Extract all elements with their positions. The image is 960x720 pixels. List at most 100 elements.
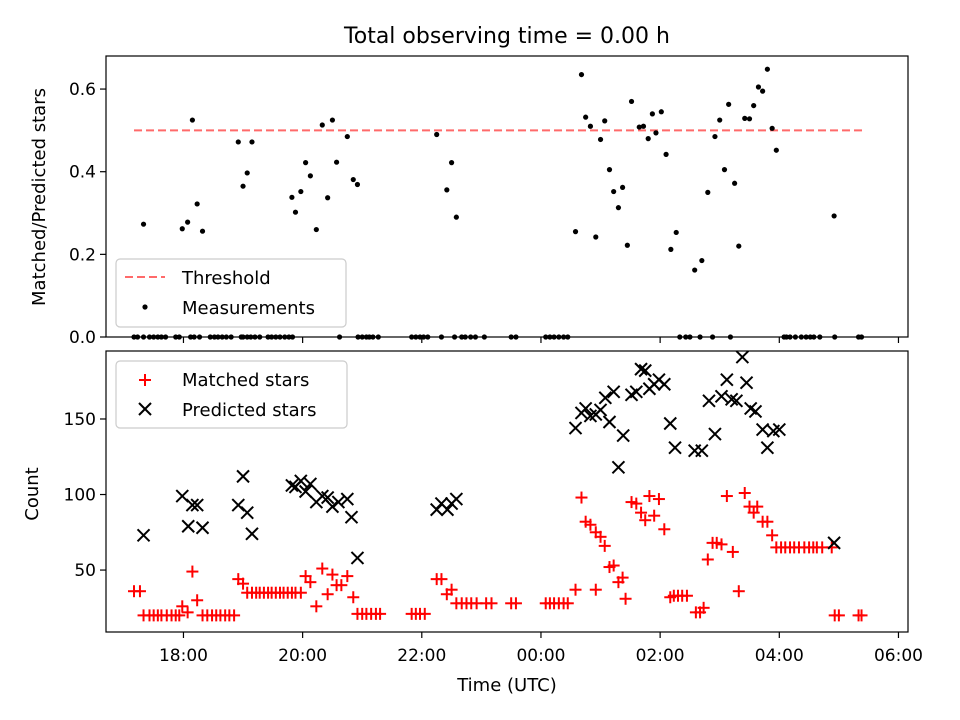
measurements-point <box>240 183 246 189</box>
bottom-y-tick-label: 50 <box>74 561 96 581</box>
measurements-point <box>721 167 728 173</box>
predicted-stars-point <box>739 376 754 390</box>
matched-stars-point <box>485 597 498 610</box>
measurements-point <box>325 195 331 201</box>
bottom-x-axis-label: Time (UTC) <box>456 675 557 696</box>
measurements-point <box>712 133 718 140</box>
measurements-point <box>313 226 319 233</box>
predicted-stars-point <box>593 403 608 417</box>
predicted-stars-point <box>440 502 455 517</box>
matched-stars-point <box>326 568 339 581</box>
predicted-stars-point <box>285 478 299 493</box>
measurements-point <box>751 102 757 109</box>
legend-threshold-label: Threshold <box>181 268 271 289</box>
top-y-tick-label: 0.6 <box>69 80 96 100</box>
matched-stars-point <box>701 553 714 566</box>
legend-predicted-swatch <box>138 402 152 416</box>
matched-stars-point <box>639 514 652 527</box>
measurements-point <box>444 187 450 193</box>
predicted-stars-point <box>136 528 151 543</box>
measurements-point <box>448 160 455 166</box>
predicted-stars-point <box>729 394 744 408</box>
figure-title: Total observing time = 0.00 h <box>343 24 670 49</box>
measurements-point <box>769 125 775 131</box>
measurements-point <box>668 246 674 252</box>
matched-stars-point <box>509 597 522 610</box>
bottom-x-tick-label: 04:00 <box>755 646 804 666</box>
measurements-point <box>434 131 440 138</box>
predicted-stars-point <box>611 460 626 475</box>
measurements-point <box>645 136 651 142</box>
matched-stars-point <box>186 565 199 578</box>
measurements-point <box>319 122 325 128</box>
bottom-x-tick-label: 00:00 <box>516 646 565 666</box>
bottom-x-tick-label: 22:00 <box>397 646 446 666</box>
predicted-stars-point <box>827 536 841 550</box>
predicted-stars-point <box>657 377 672 391</box>
legend-predicted-label: Predicted stars <box>182 400 316 421</box>
measurements-point <box>602 118 608 124</box>
measurements-point <box>303 160 309 166</box>
predicted-stars-point <box>735 350 750 364</box>
bottom-x-ticks: 18:00 20:00 22:00 00:00 02:00 04:00 06:00 <box>159 632 923 666</box>
legend-matched-label: Matched stars <box>182 370 309 391</box>
measurements-point <box>717 117 723 123</box>
legend-matched-swatch <box>139 374 151 386</box>
matched-stars-point <box>738 487 751 500</box>
matched-stars-point <box>855 609 868 622</box>
predicted-stars-point <box>350 551 365 565</box>
matched-stars-point <box>173 609 186 622</box>
matched-stars-point <box>321 588 334 601</box>
matched-stars-point <box>347 591 360 604</box>
predicted-stars-point <box>668 440 682 455</box>
top-y-tick-label: 0.0 <box>69 328 96 348</box>
measurements-point <box>249 139 255 145</box>
predicted-stars-point <box>320 490 335 505</box>
matched-stars-point <box>652 493 665 506</box>
matched-stars-point <box>715 538 728 551</box>
matched-stars-point <box>299 570 312 583</box>
measurements-point <box>736 243 742 249</box>
measurements-point <box>572 229 579 235</box>
measurements-point <box>307 173 313 179</box>
matched-stars-point <box>726 545 739 558</box>
predicted-stars-point <box>695 444 709 458</box>
measurements-point <box>593 234 599 240</box>
bottom-legend: Matched stars Predicted stars <box>115 360 348 429</box>
measurements-point <box>624 242 630 248</box>
legend-measurements-swatch <box>142 304 148 310</box>
measurements-point <box>344 133 350 140</box>
bottom-plot-marks <box>128 350 868 622</box>
measurements-point <box>640 123 647 129</box>
predicted-stars-point <box>185 498 200 512</box>
measurements-point <box>292 209 299 215</box>
measurements-point <box>611 188 617 195</box>
measurements-point <box>658 109 664 115</box>
measurements-point <box>628 98 635 105</box>
matched-stars-point <box>747 506 760 519</box>
predicted-stars-point <box>236 469 250 484</box>
measurements-point <box>194 201 200 207</box>
matched-stars-point <box>732 585 745 598</box>
measurements-point <box>199 228 206 234</box>
top-y-ticks: 0.0 0.2 0.4 0.6 <box>69 80 106 348</box>
predicted-stars-point <box>755 422 770 437</box>
matched-stars-point <box>445 583 458 596</box>
measurements-point <box>189 117 195 123</box>
measurements-point <box>235 139 241 145</box>
measurements-point <box>597 136 604 143</box>
matched-stars-point <box>181 606 194 619</box>
predicted-stars-point <box>195 521 210 535</box>
matched-stars-point <box>630 497 643 510</box>
measurements-point <box>298 188 304 195</box>
measurements-point <box>606 167 613 173</box>
legend-measurements-label: Measurements <box>182 298 315 319</box>
matched-stars-point <box>751 500 764 513</box>
top-panel: 0.0 0.2 0.4 0.6 Matched/Predicted stars Thr… <box>29 55 909 348</box>
measurements-point <box>649 111 655 117</box>
measurements-point <box>673 229 679 236</box>
measurements-point <box>773 147 779 153</box>
matched-stars-point <box>619 592 632 605</box>
measurements-point <box>726 101 732 107</box>
